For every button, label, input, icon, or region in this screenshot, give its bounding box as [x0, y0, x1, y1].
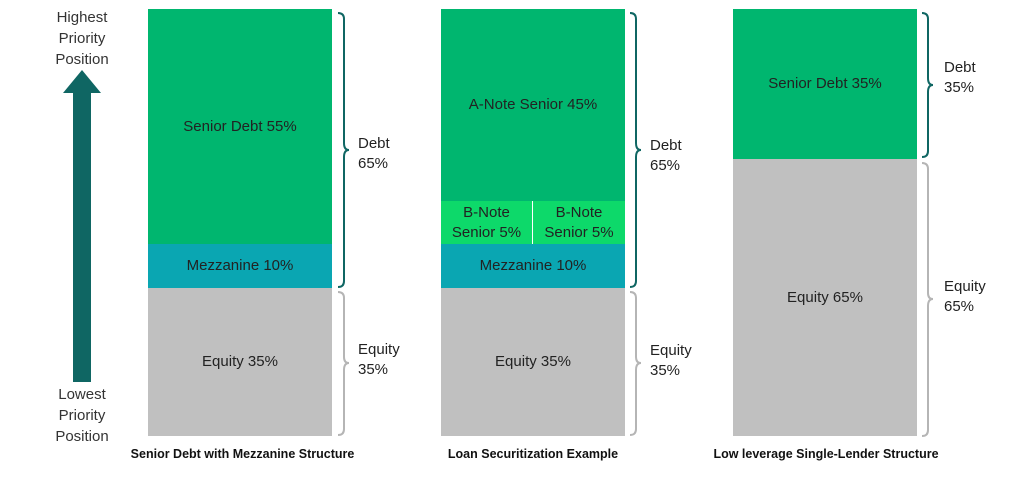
structure-caption: Senior Debt with Mezzanine Structure — [130, 447, 355, 461]
debt-bracket — [921, 12, 934, 158]
mezzanine-block: Mezzanine 10% — [148, 244, 332, 288]
equity-block: Equity 65% — [733, 159, 917, 436]
debt-bracket — [629, 12, 642, 288]
priority-arrow-icon — [63, 70, 101, 93]
debt-bracket — [337, 12, 350, 288]
b-note-senior-block-left: B-Note Senior 5% — [441, 201, 532, 244]
highest-priority-label: Highest Priority Position — [55, 9, 109, 68]
senior-debt-block: Senior Debt 35% — [733, 9, 917, 159]
priority-arrow-shaft — [73, 92, 91, 382]
lowest-priority-label: Lowest Priority Position — [55, 386, 109, 445]
debt-bracket-label: Debt 65% — [650, 137, 682, 174]
mezzanine-block: Mezzanine 10% — [441, 244, 625, 288]
equity-bracket — [337, 291, 350, 436]
equity-bracket — [921, 162, 934, 437]
structure-caption: Loan Securitization Example — [447, 447, 619, 461]
debt-bracket-label: Debt 35% — [944, 59, 976, 96]
structure-caption: Low leverage Single-Lender Structure — [713, 447, 939, 461]
equity-block: Equity 35% — [441, 288, 625, 436]
equity-block: Equity 35% — [148, 288, 332, 436]
equity-bracket-label: Equity 65% — [944, 278, 986, 315]
equity-bracket-label: Equity 35% — [358, 341, 400, 378]
equity-bracket — [629, 291, 642, 436]
a-note-senior-block: A-Note Senior 45% — [441, 9, 625, 201]
b-note-senior-block-right: B-Note Senior 5% — [533, 201, 625, 244]
equity-bracket-label: Equity 35% — [650, 342, 692, 379]
senior-debt-block: Senior Debt 55% — [148, 9, 332, 244]
debt-bracket-label: Debt 65% — [358, 135, 390, 172]
